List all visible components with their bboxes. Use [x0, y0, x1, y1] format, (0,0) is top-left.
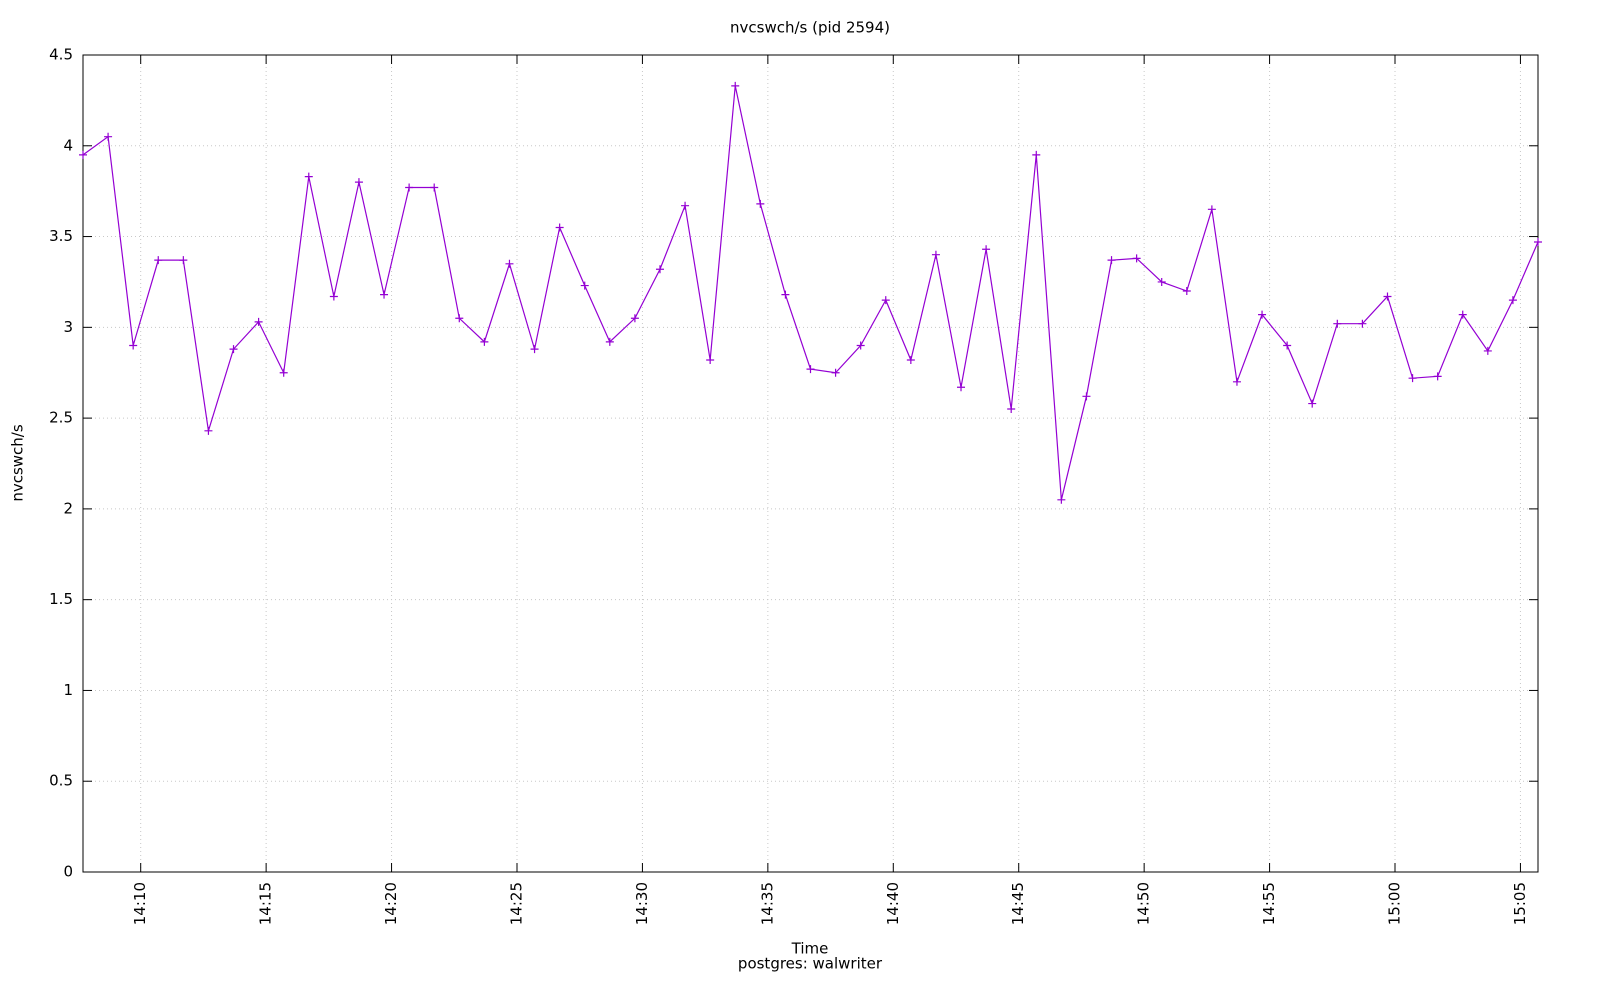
- point-marker: [1057, 495, 1066, 504]
- x-tick-label: 14:55: [1260, 882, 1278, 925]
- point-marker: [354, 178, 363, 187]
- point-marker: [1458, 310, 1467, 319]
- point-marker: [756, 199, 765, 208]
- grid: [83, 54, 1538, 873]
- y-tick-label: 2.5: [49, 409, 73, 427]
- y-tick-label: 3: [63, 318, 73, 336]
- point-marker: [1132, 254, 1141, 263]
- point-marker: [1433, 372, 1442, 381]
- point-marker: [1032, 150, 1041, 159]
- x-tick-label: 14:30: [633, 882, 651, 925]
- y-axis-label: nvcswch/s: [9, 424, 27, 502]
- point-marker: [731, 81, 740, 90]
- point-marker: [1534, 238, 1542, 247]
- point-marker: [329, 292, 338, 301]
- point-marker: [555, 223, 564, 232]
- point-marker: [1508, 296, 1517, 305]
- point-marker: [254, 317, 263, 326]
- point-marker: [1383, 292, 1392, 301]
- point-marker: [706, 356, 715, 365]
- point-marker: [1258, 310, 1267, 319]
- point-marker: [781, 290, 790, 299]
- point-marker: [580, 281, 589, 290]
- x-tick-label: 14:20: [382, 882, 400, 925]
- x-tick-label: 14:35: [758, 882, 776, 925]
- plot-frame: [82, 54, 1539, 873]
- point-marker: [1157, 277, 1166, 286]
- point-marker: [1358, 319, 1367, 328]
- y-tick-label: 0.5: [49, 772, 73, 790]
- point-marker: [931, 250, 940, 259]
- point-marker: [405, 183, 414, 192]
- x-tick-label: 14:25: [507, 882, 525, 925]
- x-tick-label: 14:50: [1135, 882, 1153, 925]
- point-marker: [204, 426, 213, 435]
- point-marker: [279, 368, 288, 377]
- x-tick-label: 14:45: [1009, 882, 1027, 925]
- point-marker: [229, 345, 238, 354]
- point-marker: [530, 345, 539, 354]
- point-marker: [681, 201, 690, 210]
- point-marker: [831, 368, 840, 377]
- point-marker: [1082, 392, 1091, 401]
- point-marker: [179, 256, 188, 265]
- y-tick-label: 3.5: [49, 227, 73, 245]
- point-marker: [154, 256, 163, 265]
- point-marker: [1483, 346, 1492, 355]
- point-marker: [1408, 374, 1417, 383]
- x-tick-label: 15:05: [1511, 882, 1529, 925]
- point-marker: [505, 259, 514, 268]
- x-axis-label: Time: [791, 940, 829, 958]
- y-tick-label: 2: [63, 499, 73, 517]
- point-marker: [1333, 319, 1342, 328]
- y-tick-label: 0: [63, 863, 73, 881]
- point-marker: [1232, 377, 1241, 386]
- y-tick-label: 4.5: [49, 46, 73, 64]
- point-marker: [957, 383, 966, 392]
- data-line: [82, 85, 1539, 500]
- x-tick-label: 15:00: [1386, 882, 1404, 925]
- point-marker: [480, 337, 489, 346]
- point-marker: [104, 132, 113, 141]
- y-tick-label: 4: [63, 136, 73, 154]
- chart-title: nvcswch/s (pid 2594): [730, 19, 890, 37]
- point-marker: [655, 265, 664, 274]
- point-marker: [380, 290, 389, 299]
- point-marker: [1007, 405, 1016, 414]
- point-marker: [982, 245, 991, 254]
- point-marker: [881, 296, 890, 305]
- point-marker: [430, 183, 439, 192]
- point-marker: [1207, 205, 1216, 214]
- point-marker: [630, 314, 639, 323]
- x-tick-label: 14:15: [257, 882, 275, 925]
- y-tick-label: 1: [63, 681, 73, 699]
- point-marker: [1308, 399, 1317, 408]
- y-tick-label: 1.5: [49, 590, 73, 608]
- point-marker: [79, 150, 87, 159]
- point-marker: [304, 172, 313, 181]
- x-axis-sublabel: postgres: walwriter: [738, 955, 883, 973]
- point-marker: [605, 337, 614, 346]
- point-marker: [856, 341, 865, 350]
- point-marker: [129, 341, 138, 350]
- point-marker: [1107, 256, 1116, 265]
- x-tick-label: 14:40: [884, 882, 902, 925]
- point-marker: [455, 314, 464, 323]
- point-marker: [1182, 287, 1191, 296]
- point-marker: [1283, 341, 1292, 350]
- point-marker: [806, 365, 815, 374]
- x-tick-label: 14:10: [131, 882, 149, 925]
- point-marker: [906, 356, 915, 365]
